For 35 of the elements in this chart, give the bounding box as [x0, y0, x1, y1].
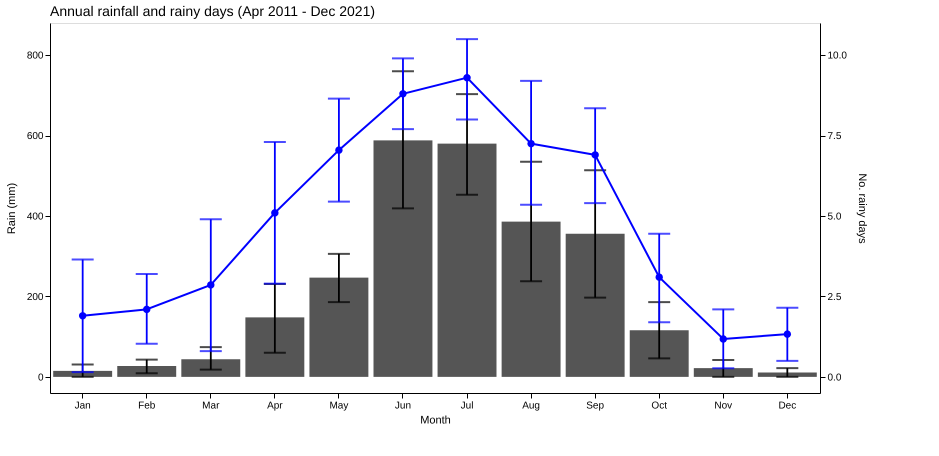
y-tick-label: 400 — [26, 212, 44, 223]
x-tick-label: May — [329, 400, 348, 412]
bar — [245, 317, 304, 377]
x-tick-label: Nov — [714, 400, 732, 412]
x-tick-label: Mar — [202, 400, 220, 412]
bar — [502, 222, 561, 377]
x-tick-label: Oct — [651, 400, 668, 412]
y2-tick-label: 2.5 — [828, 292, 842, 303]
x-tick-label: Apr — [267, 400, 284, 412]
y2-tick-label: 5.0 — [828, 212, 842, 223]
bar — [374, 140, 432, 377]
y-tick-label: 200 — [26, 292, 44, 303]
bar — [438, 144, 496, 377]
x-tick-label: Feb — [138, 400, 156, 412]
y2-tick-label: 0.0 — [828, 372, 842, 384]
x-tick-label: Jan — [74, 400, 91, 412]
bar — [117, 366, 176, 377]
bar — [566, 234, 625, 377]
x-tick-label: Dec — [778, 400, 796, 412]
bar — [309, 278, 368, 377]
y2-tick-label: 7.5 — [828, 131, 842, 142]
y-tick-label: 0 — [38, 372, 44, 384]
y2-tick-label: 10.0 — [828, 50, 848, 62]
bar — [181, 359, 240, 377]
y-axis-title: Rain (mm) — [6, 182, 18, 234]
x-tick-label: Aug — [522, 400, 540, 412]
bar — [630, 330, 689, 377]
x-tick-label: Jul — [460, 400, 474, 412]
x-tick-label: Sep — [586, 400, 604, 412]
y-tick-label: 600 — [26, 131, 44, 142]
y-tick-label: 800 — [26, 50, 44, 62]
x-tick-label: Jun — [394, 400, 412, 412]
y2-axis-title: No. rainy days — [856, 173, 868, 244]
chart-title: Annual rainfall and rainy days (Apr 2011 - Dec 2021) — [50, 3, 376, 19]
x-axis-title: Month — [420, 414, 451, 426]
